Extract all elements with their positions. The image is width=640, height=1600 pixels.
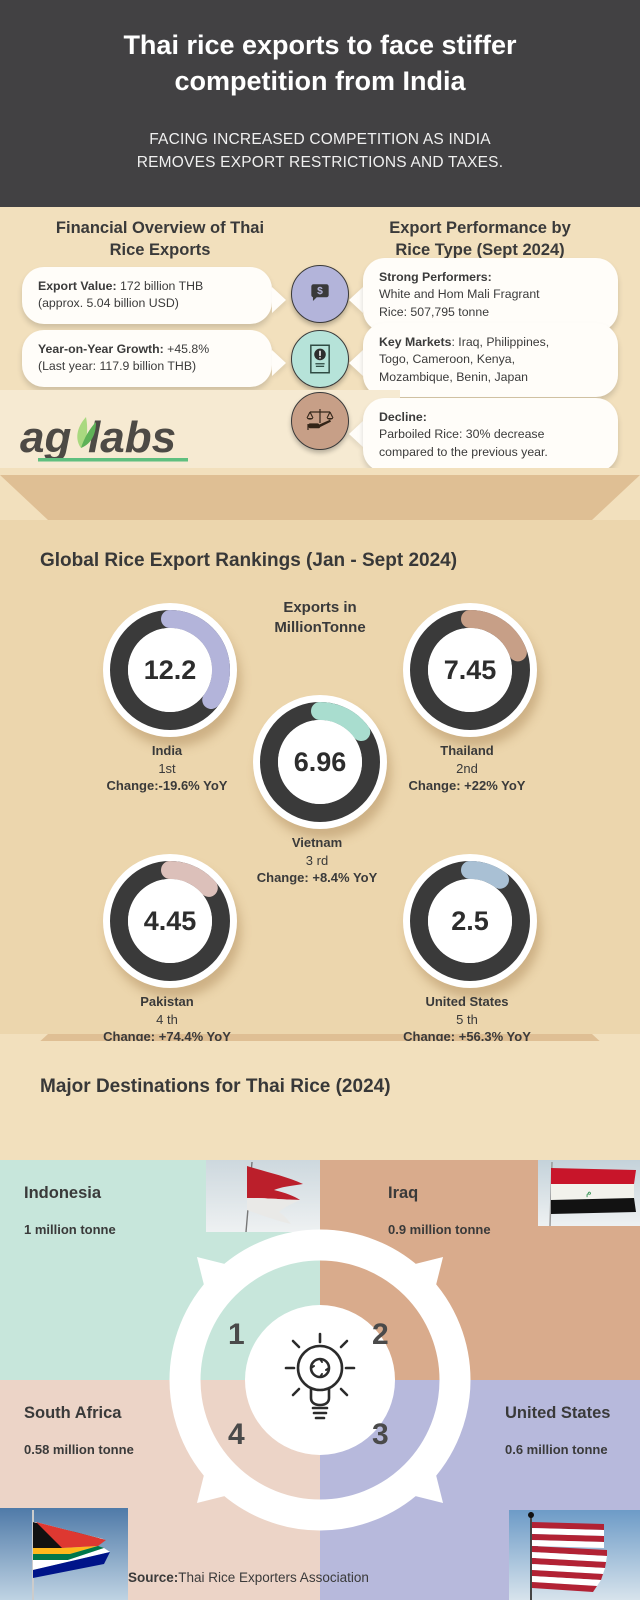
svg-text:labs: labs: [88, 413, 176, 462]
svg-text:م: م: [586, 1187, 592, 1198]
svg-text:ag: ag: [20, 413, 71, 462]
svg-text:$: $: [317, 286, 323, 297]
